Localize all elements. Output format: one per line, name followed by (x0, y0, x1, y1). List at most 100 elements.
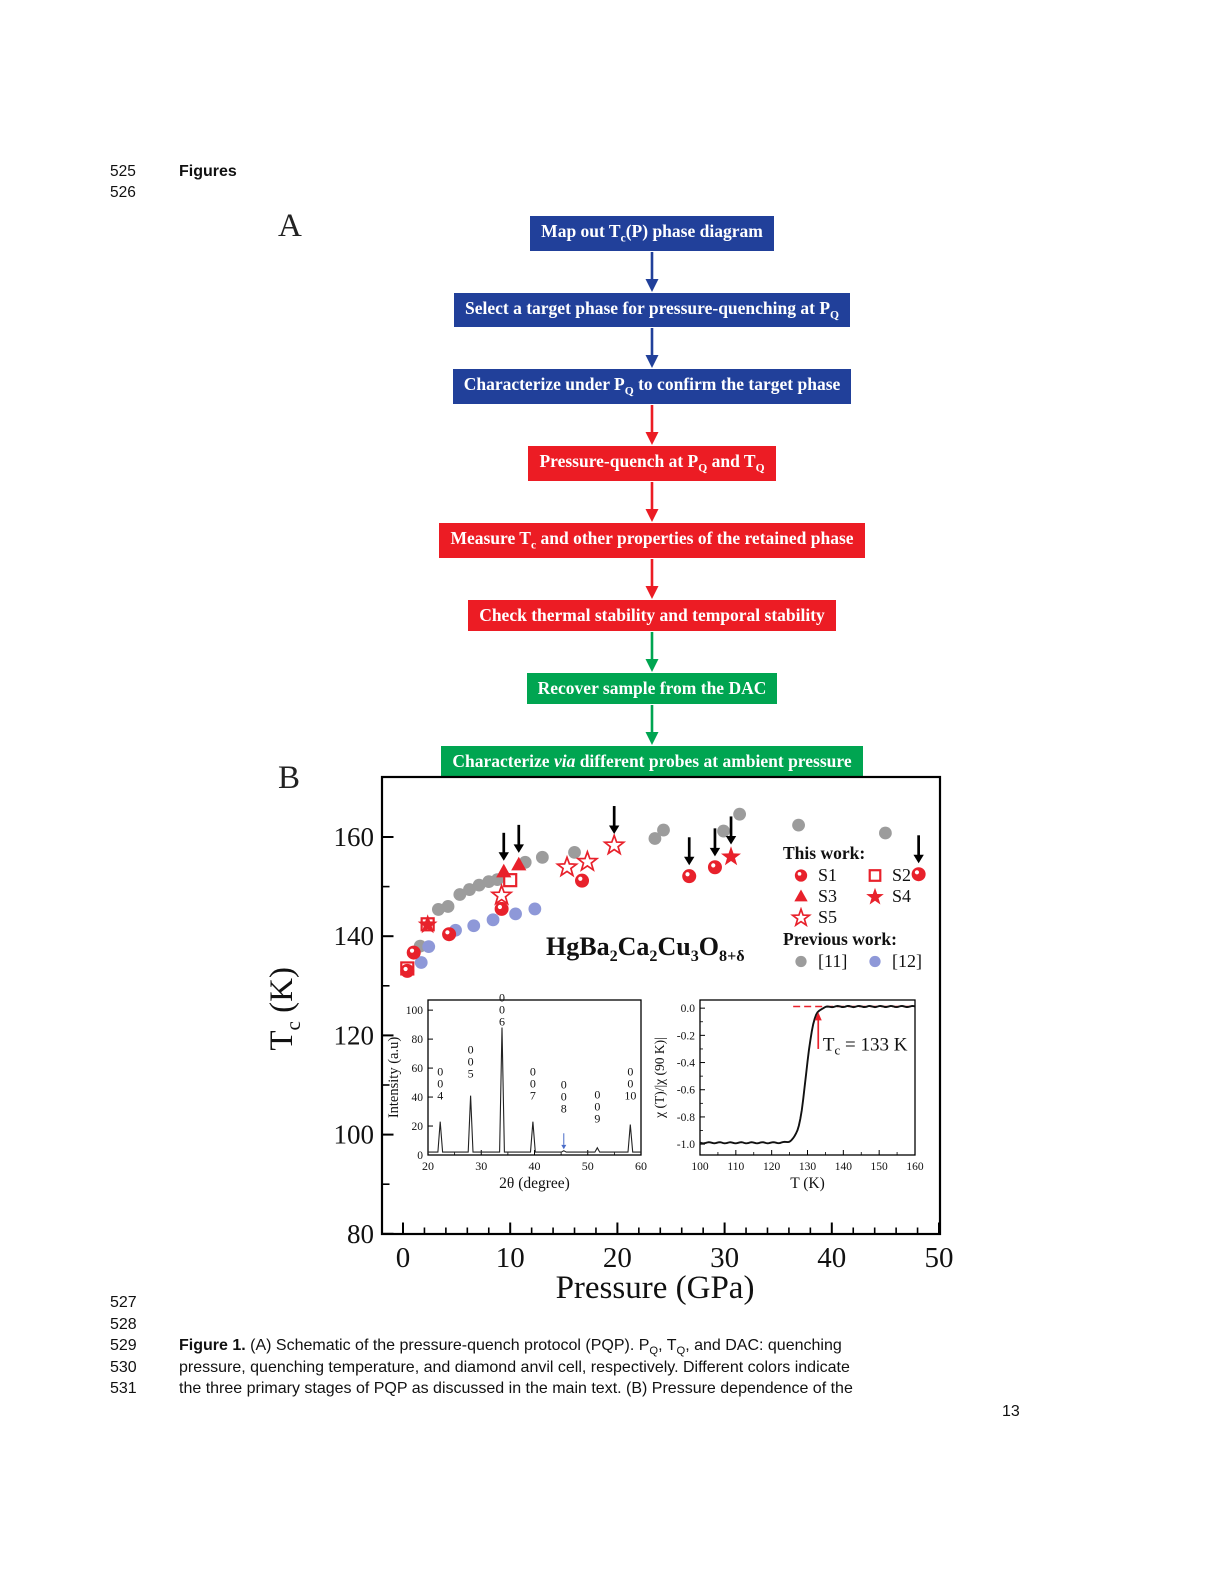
svg-text:-0.2: -0.2 (677, 1030, 695, 1042)
data-point-[11] (657, 823, 670, 837)
data-point-S3 (511, 856, 527, 871)
caption-text: pressure, quenching temperature, and dia… (179, 1358, 850, 1376)
svg-text:40: 40 (529, 1159, 541, 1173)
caption-text: the three primary stages of PQP as discu… (179, 1380, 853, 1397)
caption-line: 530 pressure, quenching temperature, and … (0, 1357, 1124, 1379)
xrd-curve (427, 1027, 642, 1153)
svg-text:140: 140 (835, 1161, 853, 1173)
data-point-[12] (509, 907, 522, 921)
peak-arrow-icon (561, 1144, 567, 1150)
data-point-[11] (792, 818, 805, 832)
data-point-[11] (733, 807, 747, 821)
tc-arrow-icon (814, 1012, 822, 1021)
legend-item-S1: S1 (789, 865, 863, 886)
legend-previous-work-header: Previous work: (783, 929, 897, 949)
data-point-[11] (717, 824, 730, 838)
legend-item-11: [11] (789, 951, 863, 972)
caption-line: 531 the three primary stages of PQP as di… (0, 1378, 1124, 1400)
inset-xrd-ylabel: Intensity (a.u) (386, 1037, 402, 1119)
page-number: 13 (1002, 1403, 1020, 1420)
svg-text:20: 20 (422, 1159, 434, 1173)
flow-down-arrow-icon (645, 251, 659, 292)
data-point-S1 (442, 927, 457, 942)
inset-susceptibility: 0.0 -0.2 -0.4 -0.6 -0.8 -1.0 100 110 120 130 140 15… (652, 999, 924, 1192)
x-axis-label: Pressure (GPa) (555, 1270, 755, 1306)
chart-legend: This work: S1 S2 S3 S4 S5 Previous work: [11] [1… (783, 842, 939, 972)
y-tick-label: 160 (334, 822, 375, 852)
svg-text:130: 130 (799, 1161, 817, 1173)
data-point-S1 (911, 867, 926, 882)
legend-this-work-header: This work: (783, 843, 866, 863)
flow-down-arrow-icon (645, 558, 659, 599)
chi-curve (699, 1005, 916, 1145)
svg-text:80: 80 (412, 1034, 424, 1046)
open-square-red-marker-icon (868, 869, 882, 882)
line-number: 525 (110, 163, 136, 180)
data-point-S2 (503, 873, 518, 888)
svg-text:110: 110 (727, 1161, 744, 1173)
line-number: 531 (110, 1380, 137, 1397)
data-point-S5 (555, 854, 579, 878)
inset-chi-xlabel: T (K) (790, 1175, 825, 1192)
legend-star-red (866, 887, 884, 905)
flow-down-arrow-icon (645, 481, 659, 522)
annotation-down-arrow-icon (498, 832, 509, 861)
annotation-down-arrow-icon (608, 806, 620, 835)
caption-text: Figure 1. (A) Schematic of the pressure-… (179, 1337, 842, 1358)
flow-down-arrow-icon (645, 405, 659, 446)
line-number: 526 (110, 184, 136, 201)
svg-text:0: 0 (417, 1150, 423, 1162)
line-number: 528 (110, 1315, 137, 1333)
inset-xrd-xlabel: 2θ (degree) (499, 1175, 570, 1192)
x-tick-label: 50 (925, 1242, 954, 1274)
svg-text:-0.6: -0.6 (677, 1085, 695, 1097)
y-tick-label: 120 (334, 1020, 375, 1050)
data-point-[11] (535, 850, 549, 864)
triangle-red-marker-icon (794, 889, 808, 902)
circle-blue-marker-icon (869, 955, 881, 968)
svg-text:100: 100 (406, 1005, 424, 1017)
y-tick-label: 100 (334, 1120, 375, 1150)
legend-item-12: [12] (863, 951, 937, 972)
data-point-[12] (486, 913, 500, 927)
data-point-[11] (463, 883, 476, 896)
annotation-down-arrow-icon (725, 816, 737, 845)
y-tick-label: 140 (334, 921, 375, 951)
flowchart-step-4: Pressure-quench at PQ and TQ (528, 446, 776, 481)
ball-red-marker-icon (794, 869, 808, 882)
svg-text:-0.4: -0.4 (677, 1058, 695, 1070)
star-red-marker-icon (866, 887, 884, 905)
flowchart-step-5: Measure Tc and other properties of the r… (439, 522, 865, 558)
svg-text:-1.0: -1.0 (677, 1139, 695, 1151)
data-point-S5 (602, 832, 627, 856)
figure-caption: 527 528 529 Figure 1. (A) Schematic of the … (0, 1292, 1124, 1400)
legend-item-S5: S5 (789, 907, 863, 928)
svg-text:60: 60 (412, 1063, 424, 1075)
svg-text:150: 150 (871, 1161, 889, 1173)
legend-ball-red (794, 869, 808, 882)
panel-b-label: B (278, 760, 301, 796)
x-tick-label: 0 (396, 1242, 411, 1274)
flowchart-step-3: Characterize under PQ to confirm the tar… (452, 369, 852, 405)
data-point-[11] (472, 878, 486, 892)
data-point-[12] (414, 956, 428, 969)
circle-gray-marker-icon (795, 955, 807, 968)
x-tick-label: 40 (817, 1242, 846, 1274)
annotation-down-arrow-icon (513, 824, 524, 853)
data-point-[11] (431, 903, 445, 916)
data-point-[11] (648, 832, 662, 845)
flow-down-arrow-icon (645, 704, 659, 745)
inset-chi-ylabel: χ (T)/|χ (90 K)| (652, 1037, 667, 1119)
legend-item-S3: S3 (789, 886, 863, 907)
legend-triangle-red (794, 889, 808, 902)
y-tick-label: 80 (347, 1219, 374, 1249)
data-point-[11] (568, 845, 581, 859)
flowchart-step-2: Select a target phase for pressure-quenc… (453, 292, 851, 328)
data-point-S1 (707, 860, 722, 875)
